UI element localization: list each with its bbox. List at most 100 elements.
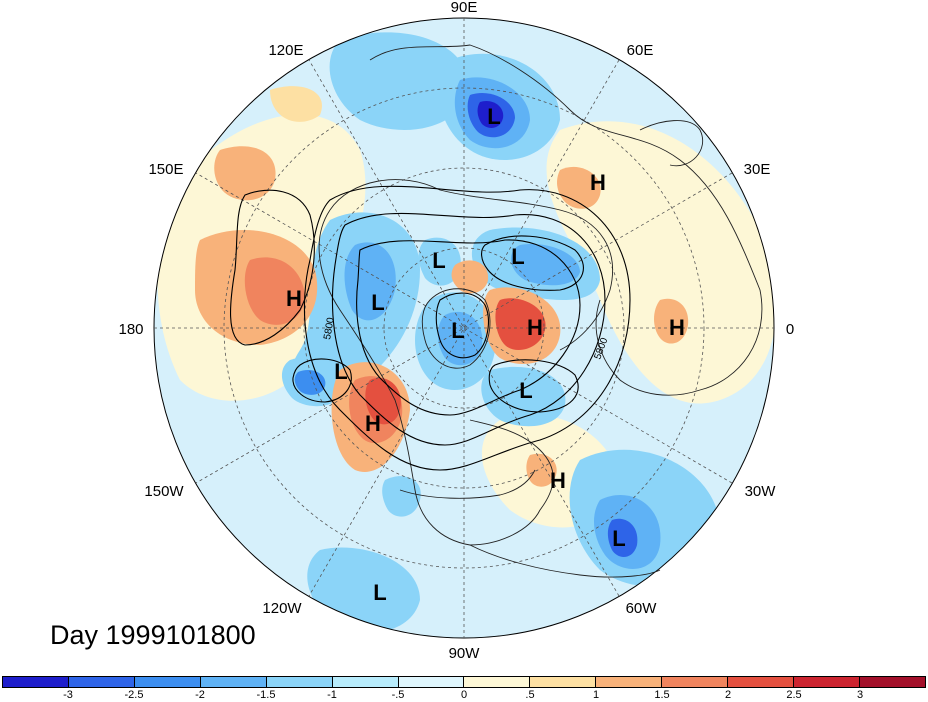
colorbar-tick-label: -1.5	[256, 689, 276, 701]
low-center-label: L	[371, 290, 384, 315]
colorbar-tick-label: -2	[195, 689, 205, 701]
meridian-line	[308, 59, 620, 597]
lon-label-120e: 120E	[268, 42, 303, 59]
colorbar-tick-label: .5	[525, 689, 535, 701]
height-contour	[356, 239, 581, 416]
graticule	[154, 18, 774, 638]
coastline	[639, 120, 704, 167]
high-center-label: H	[550, 468, 566, 493]
height-contour	[481, 235, 584, 291]
colorbar-segment	[464, 677, 531, 687]
colorbar-segment	[200, 677, 267, 687]
contour-label: 5800	[322, 316, 337, 340]
coastline	[595, 299, 701, 396]
colorbar-tick-label: -2.5	[124, 689, 144, 701]
anomaly-region	[510, 244, 580, 286]
anomaly-region	[418, 237, 461, 286]
colorbar-tick-label: 1	[592, 689, 600, 701]
latitude-circle	[223, 87, 705, 569]
colorbar-segment	[68, 677, 135, 687]
colorbar-segment	[596, 677, 663, 687]
date-title: Day 1999101800	[50, 620, 256, 650]
meridian-line	[308, 59, 620, 597]
colorbar-segment	[859, 677, 925, 687]
anomaly-region	[477, 100, 504, 128]
height-contour	[292, 358, 352, 403]
colorbar-segment	[398, 677, 465, 687]
lon-label-150e: 150E	[148, 161, 183, 178]
coastline	[421, 288, 491, 369]
colorbar-tick-label: -.5	[391, 689, 405, 701]
coastline	[469, 544, 661, 578]
high-center-label: H	[590, 170, 606, 195]
lon-label-180: 180	[118, 321, 143, 338]
low-center-label: L	[511, 244, 524, 269]
meridian-line	[195, 172, 733, 484]
lon-label-150w: 150W	[144, 483, 184, 500]
anomaly-region	[607, 518, 638, 557]
colorbar-tick-label: -1	[327, 689, 337, 701]
colorbar-segment	[266, 677, 333, 687]
anomaly-region	[557, 166, 601, 209]
height-contours	[230, 185, 631, 471]
lon-label-90w: 90W	[449, 645, 481, 662]
low-center-label: L	[451, 318, 464, 343]
low-center-label: L	[612, 526, 625, 551]
colorbar-tick-label: 0	[460, 689, 468, 701]
colorbar-segment	[332, 677, 399, 687]
anomaly-region	[382, 476, 421, 517]
colorbar	[2, 676, 926, 688]
height-contour	[435, 292, 489, 359]
lon-label-90e: 90E	[451, 0, 478, 16]
anomaly-region	[451, 260, 489, 294]
colorbar-tick-label: 2	[724, 689, 732, 701]
coastline	[329, 179, 613, 351]
lon-label-120w: 120W	[262, 600, 302, 617]
low-center-label: L	[487, 104, 500, 129]
high-center-label: H	[286, 286, 302, 311]
low-center-label: L	[432, 248, 445, 273]
colorbar-segment	[794, 677, 860, 687]
anomaly-region	[344, 242, 396, 321]
high-center-label: H	[365, 411, 381, 436]
pressure-centers: L H H L L L L H H L H L H L L	[286, 104, 685, 605]
colorbar-tick-label: 1.5	[654, 689, 670, 701]
lon-label-0: 0	[786, 321, 794, 338]
longitude-labels: 90E 60E 30E 0 30W 60W 90W 120W 150W 180 …	[118, 0, 794, 662]
low-center-label: L	[373, 580, 386, 605]
anomaly-region	[214, 146, 276, 201]
height-contour	[230, 189, 315, 346]
anomaly-region	[244, 257, 305, 325]
height-contour	[488, 359, 579, 413]
colorbar-segment	[728, 677, 795, 687]
lon-label-30e: 30E	[744, 161, 771, 178]
anomaly-region	[437, 311, 483, 366]
anomaly-region	[546, 121, 774, 404]
colorbar-segment	[3, 677, 69, 687]
low-center-label: L	[334, 359, 347, 384]
anomaly-region	[654, 298, 689, 344]
anomaly-shading	[157, 32, 774, 633]
height-contour	[332, 212, 606, 446]
colorbar-tick-label: 2.5	[786, 689, 802, 701]
coastline	[399, 469, 536, 499]
high-center-label: H	[527, 315, 543, 340]
colorbar-tick-label: 3	[856, 689, 864, 701]
lon-label-60w: 60W	[626, 600, 658, 617]
low-center-label: L	[519, 378, 532, 403]
anomaly-region	[270, 86, 322, 122]
coastline	[318, 209, 554, 546]
colorbar-segment	[530, 677, 597, 687]
colorbar-tick-label: -3	[63, 689, 73, 701]
height-contour	[303, 185, 631, 471]
anomaly-region	[329, 32, 470, 130]
polar-map: 5800 5800 90E 60E 30E 0 30W 60W 90W 120W…	[118, 0, 794, 662]
high-center-label: H	[669, 315, 685, 340]
anomaly-region	[495, 298, 546, 350]
colorbar-segment	[662, 677, 729, 687]
coastline	[369, 44, 763, 391]
coastlines	[318, 44, 763, 578]
colorbar-segment	[134, 677, 201, 687]
lon-label-30w: 30W	[745, 483, 777, 500]
meridian-line	[195, 172, 733, 484]
